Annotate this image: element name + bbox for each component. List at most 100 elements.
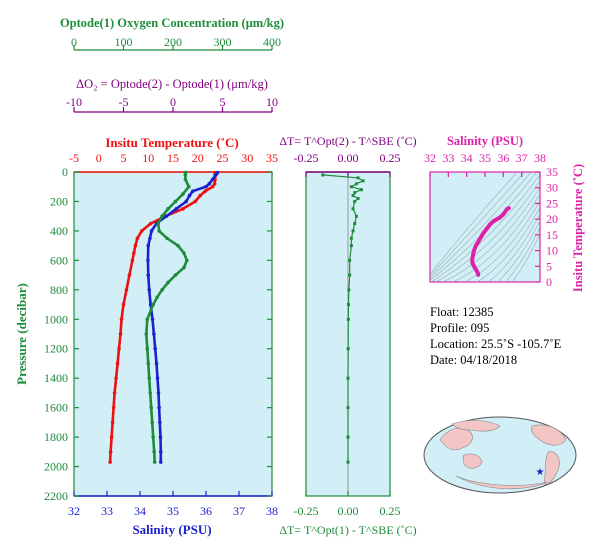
oxygen-point (176, 243, 180, 248)
dt-bottom-tick-label: 0.25 (380, 504, 401, 518)
pressure-tick-label: 1200 (44, 342, 68, 356)
temperature-point (127, 273, 132, 277)
ts-temp-tick-label: 30 (546, 181, 558, 195)
temperature-axis-label: Insitu Temperature (˚C) (105, 135, 238, 150)
temperature-point (118, 332, 123, 336)
ts-point (488, 222, 493, 226)
oxygen-point (183, 173, 188, 177)
oxygen-point (151, 435, 155, 439)
ts-temp-tick-label: 15 (546, 228, 558, 242)
density-contour (496, 220, 540, 282)
oxygen-point (185, 258, 189, 263)
ts-sal-tick-label: 33 (442, 151, 454, 165)
dt-point (351, 229, 355, 233)
salinity-point (150, 317, 155, 322)
ts-point (497, 215, 502, 220)
ts-temp-tick-label: 20 (546, 212, 558, 226)
oxygen-point (182, 251, 186, 255)
salinity-point (158, 450, 163, 454)
dt-point (346, 460, 350, 464)
temperature-axis-tick-label: 35 (266, 151, 278, 165)
density-contour (430, 172, 518, 275)
salinity-point (158, 460, 163, 464)
salinity-axis-tick-label: 35 (167, 504, 179, 518)
temperature-point (210, 184, 215, 189)
dt-point (347, 303, 351, 307)
dt-point (346, 376, 350, 380)
salinity-axis-label: Salinity (PSU) (132, 522, 211, 537)
dt-point (346, 406, 350, 410)
oxygen-point (145, 317, 150, 322)
oxygen-point (149, 405, 154, 410)
dt-point (354, 182, 358, 186)
temperature-axis-tick-label: 30 (241, 151, 253, 165)
ts-point (474, 244, 478, 248)
salinity-point (158, 435, 163, 439)
delta-o2-axis-label: ΔO₂ = Optode(2) - Optode(1) (μm/kg) (76, 77, 268, 91)
oxygen-axis-tick-label: 400 (263, 35, 281, 49)
salinity-point (184, 199, 188, 204)
salinity-axis-tick-label: 37 (233, 504, 245, 518)
dt-top-label: ΔT= T^Opt(2) - T^SBE (˚C) (279, 134, 416, 148)
oxygen-point (157, 229, 161, 233)
temperature-axis-tick-label: 5 (121, 151, 127, 165)
density-contour (451, 194, 540, 282)
pressure-tick-label: 600 (50, 253, 68, 267)
oxygen-axis-tick-label: 200 (164, 35, 182, 49)
dt-point (321, 173, 325, 177)
salinity-point (147, 288, 152, 292)
ts-series (470, 206, 511, 277)
dt-point (353, 199, 357, 203)
ts-sal-tick-label: 34 (461, 151, 473, 165)
oxygen-point (155, 295, 159, 299)
temperature-point (112, 391, 117, 395)
oxygen-axis-ticks: 0 100 200 300 400 (71, 35, 281, 50)
pressure-tick-label: 1000 (44, 312, 68, 326)
temperature-point (111, 405, 116, 410)
ts-sal-tick-label: 38 (534, 151, 546, 165)
profile-number: Profile: 095 (430, 321, 489, 335)
pressure-tick-label: 200 (50, 194, 68, 208)
dt-point (349, 244, 353, 248)
oxygen-point (166, 207, 170, 211)
temperature-point (133, 243, 138, 248)
pressure-tick-label: 1400 (44, 371, 68, 385)
dt-point (351, 194, 355, 198)
temperature-point (109, 435, 114, 439)
ts-point (471, 252, 475, 257)
salinity-axis-tick-label: 38 (266, 504, 278, 518)
ts-point (492, 218, 496, 223)
dt-point (353, 191, 357, 195)
salinity-axis-tick-label: 34 (134, 504, 146, 518)
salinity-axis-tick-label: 32 (68, 504, 80, 518)
oxygen-point (147, 376, 152, 380)
profile-date: Date: 04/18/2018 (430, 353, 517, 367)
salinity-point (152, 332, 156, 336)
temperature-axis-tick-label: -5 (69, 151, 79, 165)
dt-point (356, 176, 360, 180)
ts-point (472, 248, 476, 253)
ts-point (505, 207, 509, 211)
oxygen-point (183, 177, 188, 182)
salinity-axis-tick-label: 36 (200, 504, 212, 518)
oxygen-point (182, 265, 186, 270)
salinity-point (187, 193, 192, 198)
salinity-point (191, 189, 195, 193)
oxygen-point (145, 346, 150, 351)
density-contour (476, 207, 540, 282)
ts-salinity-label: Salinity (PSU) (447, 134, 523, 148)
density-contour (504, 227, 540, 282)
pressure-tick-label: 2000 (44, 460, 68, 474)
delta-o2-axis-tick-label: 5 (220, 95, 226, 109)
dt-point (353, 222, 357, 226)
float-position-icon: ★ (536, 467, 545, 478)
ts-point (501, 212, 506, 217)
float-id: Float: 12385 (430, 305, 494, 319)
oxygen-point (181, 192, 185, 196)
temperature-point (132, 251, 136, 255)
salinity-point (153, 346, 157, 351)
dt-point (346, 435, 350, 439)
dt-bottom-tick-label: 0.00 (338, 504, 359, 518)
temperature-point (108, 460, 112, 464)
